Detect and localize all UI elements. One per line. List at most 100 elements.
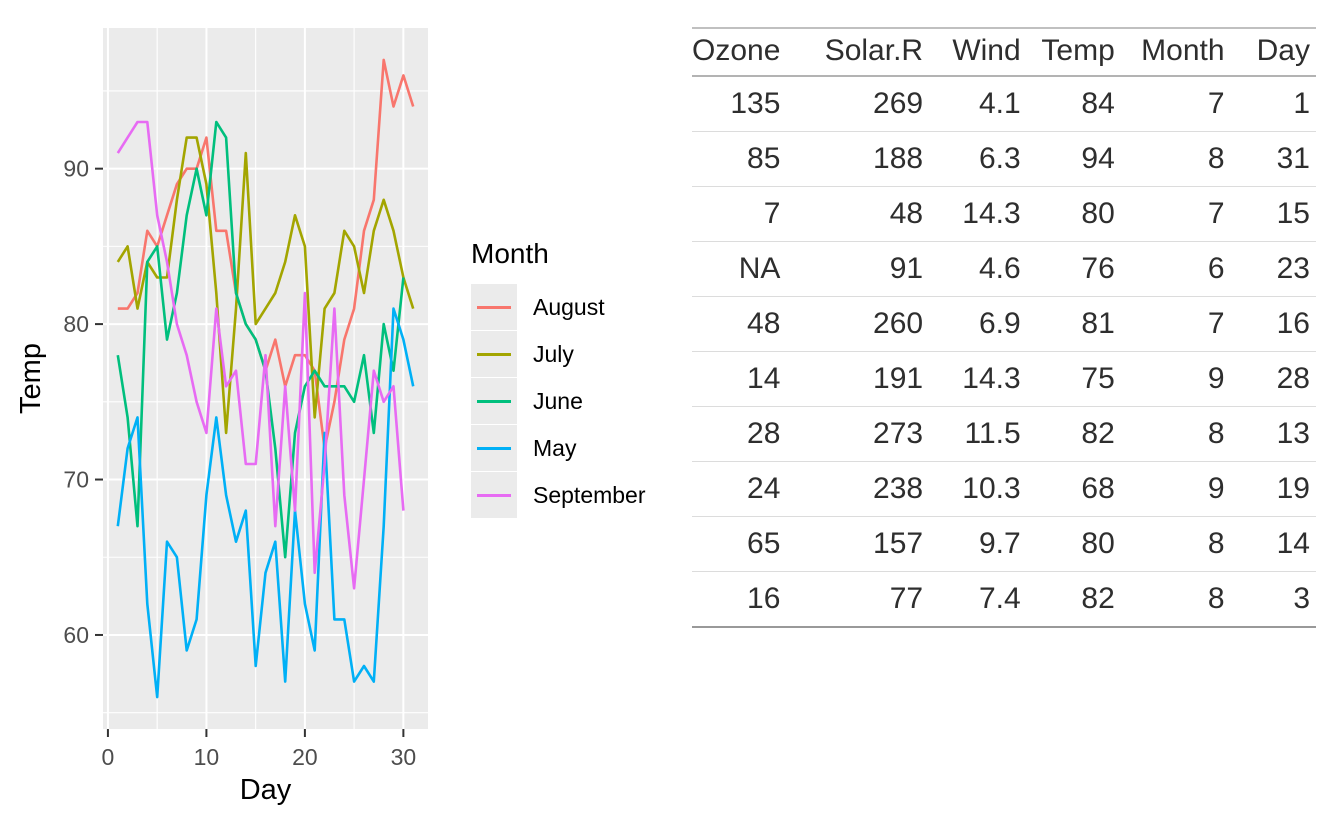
temp-by-day-line-chart: 0 10 20 30 60 70 80 90 Day Temp Month August July xyxy=(15,28,676,806)
legend-key-september xyxy=(471,472,517,518)
table-cell: 7 xyxy=(1120,76,1231,132)
table-cell: 24 xyxy=(692,461,787,517)
table-cell: 4.1 xyxy=(929,76,1027,132)
table-cell: 16 xyxy=(1230,296,1316,352)
table-row: 16 77 7.4 82 8 3 xyxy=(692,571,1316,628)
table-cell: 48 xyxy=(692,296,787,352)
table-cell: 7.4 xyxy=(929,571,1027,628)
table-cell: 7 xyxy=(692,186,787,242)
legend-key-line-icon xyxy=(477,352,511,356)
table-cell: 7 xyxy=(1120,186,1231,242)
table-cell: 82 xyxy=(1026,571,1121,628)
table-cell: 260 xyxy=(786,296,930,352)
y-tick-label: 70 xyxy=(63,467,89,493)
table-cell: 9 xyxy=(1120,351,1231,407)
series-line-may xyxy=(116,307,415,699)
table-cell: 11.5 xyxy=(929,406,1027,462)
legend-key-may xyxy=(471,425,517,471)
table-row: NA 91 4.6 76 6 23 xyxy=(692,241,1316,297)
table-cell: 188 xyxy=(786,131,930,187)
legend-key-august xyxy=(471,284,517,330)
table-row: 48 260 6.9 81 7 16 xyxy=(692,296,1316,352)
table-cell: 269 xyxy=(786,76,930,132)
table-cell: 6.9 xyxy=(929,296,1027,352)
series-line-september xyxy=(116,120,405,590)
table-row: 28 273 11.5 82 8 13 xyxy=(692,406,1316,462)
column-header-solar-r: Solar.R xyxy=(786,27,930,77)
table-cell: 76 xyxy=(1026,241,1121,297)
table-cell: 273 xyxy=(786,406,930,462)
column-header-month: Month xyxy=(1120,27,1231,77)
table-cell: 80 xyxy=(1026,516,1121,572)
table-cell: 6.3 xyxy=(929,131,1027,187)
table-cell: 19 xyxy=(1230,461,1316,517)
legend-item-june: June xyxy=(471,378,676,424)
table-cell: 9 xyxy=(1120,461,1231,517)
table-row: 135 269 4.1 84 7 1 xyxy=(692,76,1316,132)
table-cell: 238 xyxy=(786,461,930,517)
table-cell: 8 xyxy=(1120,571,1231,628)
table-cell: 135 xyxy=(692,76,787,132)
table-header-row: Ozone Solar.R Wind Temp Month Day xyxy=(692,27,1316,77)
legend-item-september: September xyxy=(471,472,676,518)
table-cell: 6 xyxy=(1120,241,1231,297)
legend-label-may: May xyxy=(533,434,577,461)
table-cell: 4.6 xyxy=(929,241,1027,297)
table-row: 14 191 14.3 75 9 28 xyxy=(692,351,1316,407)
chart-canvas: 0 10 20 30 60 70 80 90 Day Temp xyxy=(15,28,428,806)
legend-label-july: July xyxy=(533,340,574,367)
legend-label-june: June xyxy=(533,387,583,414)
y-tick-label: 90 xyxy=(63,156,89,182)
legend-item-august: August xyxy=(471,284,676,330)
table-cell: 82 xyxy=(1026,406,1121,462)
table-cell: 81 xyxy=(1026,296,1121,352)
table-cell: 14 xyxy=(1230,516,1316,572)
x-tick-label: 10 xyxy=(194,744,220,770)
y-tick-label: 80 xyxy=(63,311,89,337)
table-row: 65 157 9.7 80 8 14 xyxy=(692,516,1316,572)
y-tick-label: 60 xyxy=(63,622,89,648)
column-header-ozone: Ozone xyxy=(692,27,787,77)
column-header-wind: Wind xyxy=(929,27,1027,77)
table-cell: 7 xyxy=(1120,296,1231,352)
table-cell: 13 xyxy=(1230,406,1316,462)
table-cell: 28 xyxy=(692,406,787,462)
table-cell: 75 xyxy=(1026,351,1121,407)
table-cell: 8 xyxy=(1120,406,1231,462)
table-cell: 157 xyxy=(786,516,930,572)
legend-title: Month xyxy=(471,238,549,269)
y-axis-title: Temp xyxy=(15,343,47,414)
table-cell: 77 xyxy=(786,571,930,628)
table-row: 85 188 6.3 94 8 31 xyxy=(692,131,1316,187)
legend-label-september: September xyxy=(533,481,646,508)
x-tick-label: 0 xyxy=(102,744,115,770)
table-cell: NA xyxy=(692,241,787,297)
column-header-day: Day xyxy=(1230,27,1316,77)
table-cell: 23 xyxy=(1230,241,1316,297)
legend-item-july: July xyxy=(471,331,676,377)
table-cell: 65 xyxy=(692,516,787,572)
table-row: 7 48 14.3 80 7 15 xyxy=(692,186,1316,242)
legend-item-may: May xyxy=(471,425,676,471)
table-cell: 31 xyxy=(1230,131,1316,187)
table-cell: 8 xyxy=(1120,131,1231,187)
table-cell: 28 xyxy=(1230,351,1316,407)
x-tick-label: 20 xyxy=(292,744,318,770)
table-cell: 14 xyxy=(692,351,787,407)
legend-key-line-icon xyxy=(477,446,511,450)
table-cell: 191 xyxy=(786,351,930,407)
table-row: 24 238 10.3 68 9 19 xyxy=(692,461,1316,517)
series-line-july xyxy=(116,136,415,435)
table-cell: 3 xyxy=(1230,571,1316,628)
table-cell: 48 xyxy=(786,186,930,242)
column-header-temp: Temp xyxy=(1026,27,1121,77)
legend-key-line-icon xyxy=(477,493,511,497)
table-cell: 8 xyxy=(1120,516,1231,572)
table-cell: 14.3 xyxy=(929,351,1027,407)
legend-key-july xyxy=(471,331,517,377)
x-tick-label: 30 xyxy=(391,744,417,770)
legend-label-august: August xyxy=(533,293,605,320)
table-cell: 85 xyxy=(692,131,787,187)
table-cell: 15 xyxy=(1230,186,1316,242)
